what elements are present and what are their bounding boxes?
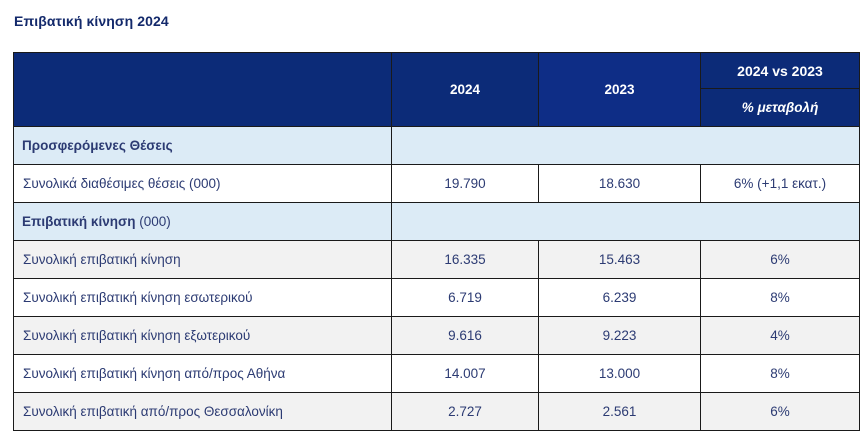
table-row: Συνολική επιβατική κίνηση εσωτερικού 6.7… — [13, 278, 860, 317]
row-value-2024: 14.007 — [391, 354, 539, 393]
row-label: Συνολική επιβατική από/προς Θεσσαλονίκη — [13, 392, 392, 431]
row-label: Συνολικά διαθέσιμες θέσεις (000) — [13, 164, 392, 203]
row-label: Συνολική επιβατική κίνηση — [13, 240, 392, 279]
row-change: 8% — [700, 278, 860, 317]
row-label: Συνολική επιβατική κίνηση εξωτερικού — [13, 316, 392, 355]
table-row: Συνολική επιβατική κίνηση 16.335 15.463 … — [13, 240, 860, 279]
table-row: Συνολική επιβατική από/προς Θεσσαλονίκη … — [13, 392, 860, 431]
section-passenger-traffic-unit: (000) — [135, 214, 171, 229]
row-change: 8% — [700, 354, 860, 393]
header-2024-vs-2023: 2024 vs 2023 — [700, 52, 860, 89]
header-2024: 2024 — [391, 52, 539, 127]
row-value-2023: 18.630 — [538, 164, 701, 203]
row-value-2024: 19.790 — [391, 164, 539, 203]
row-change: 6% (+1,1 εκατ.) — [700, 164, 860, 203]
table-row: Συνολική επιβατική κίνηση από/προς Αθήνα… — [13, 354, 860, 393]
row-value-2023: 13.000 — [538, 354, 701, 393]
row-label: Συνολική επιβατική κίνηση εσωτερικού — [13, 278, 392, 317]
row-value-2023: 15.463 — [538, 240, 701, 279]
section-passenger-traffic: Επιβατική κίνηση (000) — [13, 202, 392, 241]
passenger-traffic-table: 2024 2023 2024 vs 2023 % μεταβολή Προσφε… — [13, 52, 860, 431]
header-2023: 2023 — [538, 52, 701, 127]
row-value-2024: 16.335 — [391, 240, 539, 279]
table-row: Συνολική επιβατική κίνηση εξωτερικού 9.6… — [13, 316, 860, 355]
row-change: 6% — [700, 240, 860, 279]
section-fill — [391, 126, 860, 165]
row-change: 6% — [700, 392, 860, 431]
row-value-2023: 2.561 — [538, 392, 701, 431]
header-percent-change: % μεταβολή — [700, 88, 860, 127]
page-title: Επιβατική κίνηση 2024 — [14, 13, 169, 29]
section-offered-seats: Προσφερόμενες Θέσεις — [13, 126, 392, 165]
row-value-2023: 6.239 — [538, 278, 701, 317]
table-row: Συνολικά διαθέσιμες θέσεις (000) 19.790 … — [13, 164, 860, 203]
row-value-2024: 6.719 — [391, 278, 539, 317]
row-value-2024: 2.727 — [391, 392, 539, 431]
row-change: 4% — [700, 316, 860, 355]
section-passenger-traffic-bold: Επιβατική κίνηση — [22, 214, 136, 229]
row-value-2024: 9.616 — [391, 316, 539, 355]
row-value-2023: 9.223 — [538, 316, 701, 355]
row-label: Συνολική επιβατική κίνηση από/προς Αθήνα — [13, 354, 392, 393]
header-blank-cell — [13, 52, 392, 127]
section-fill — [391, 202, 860, 241]
